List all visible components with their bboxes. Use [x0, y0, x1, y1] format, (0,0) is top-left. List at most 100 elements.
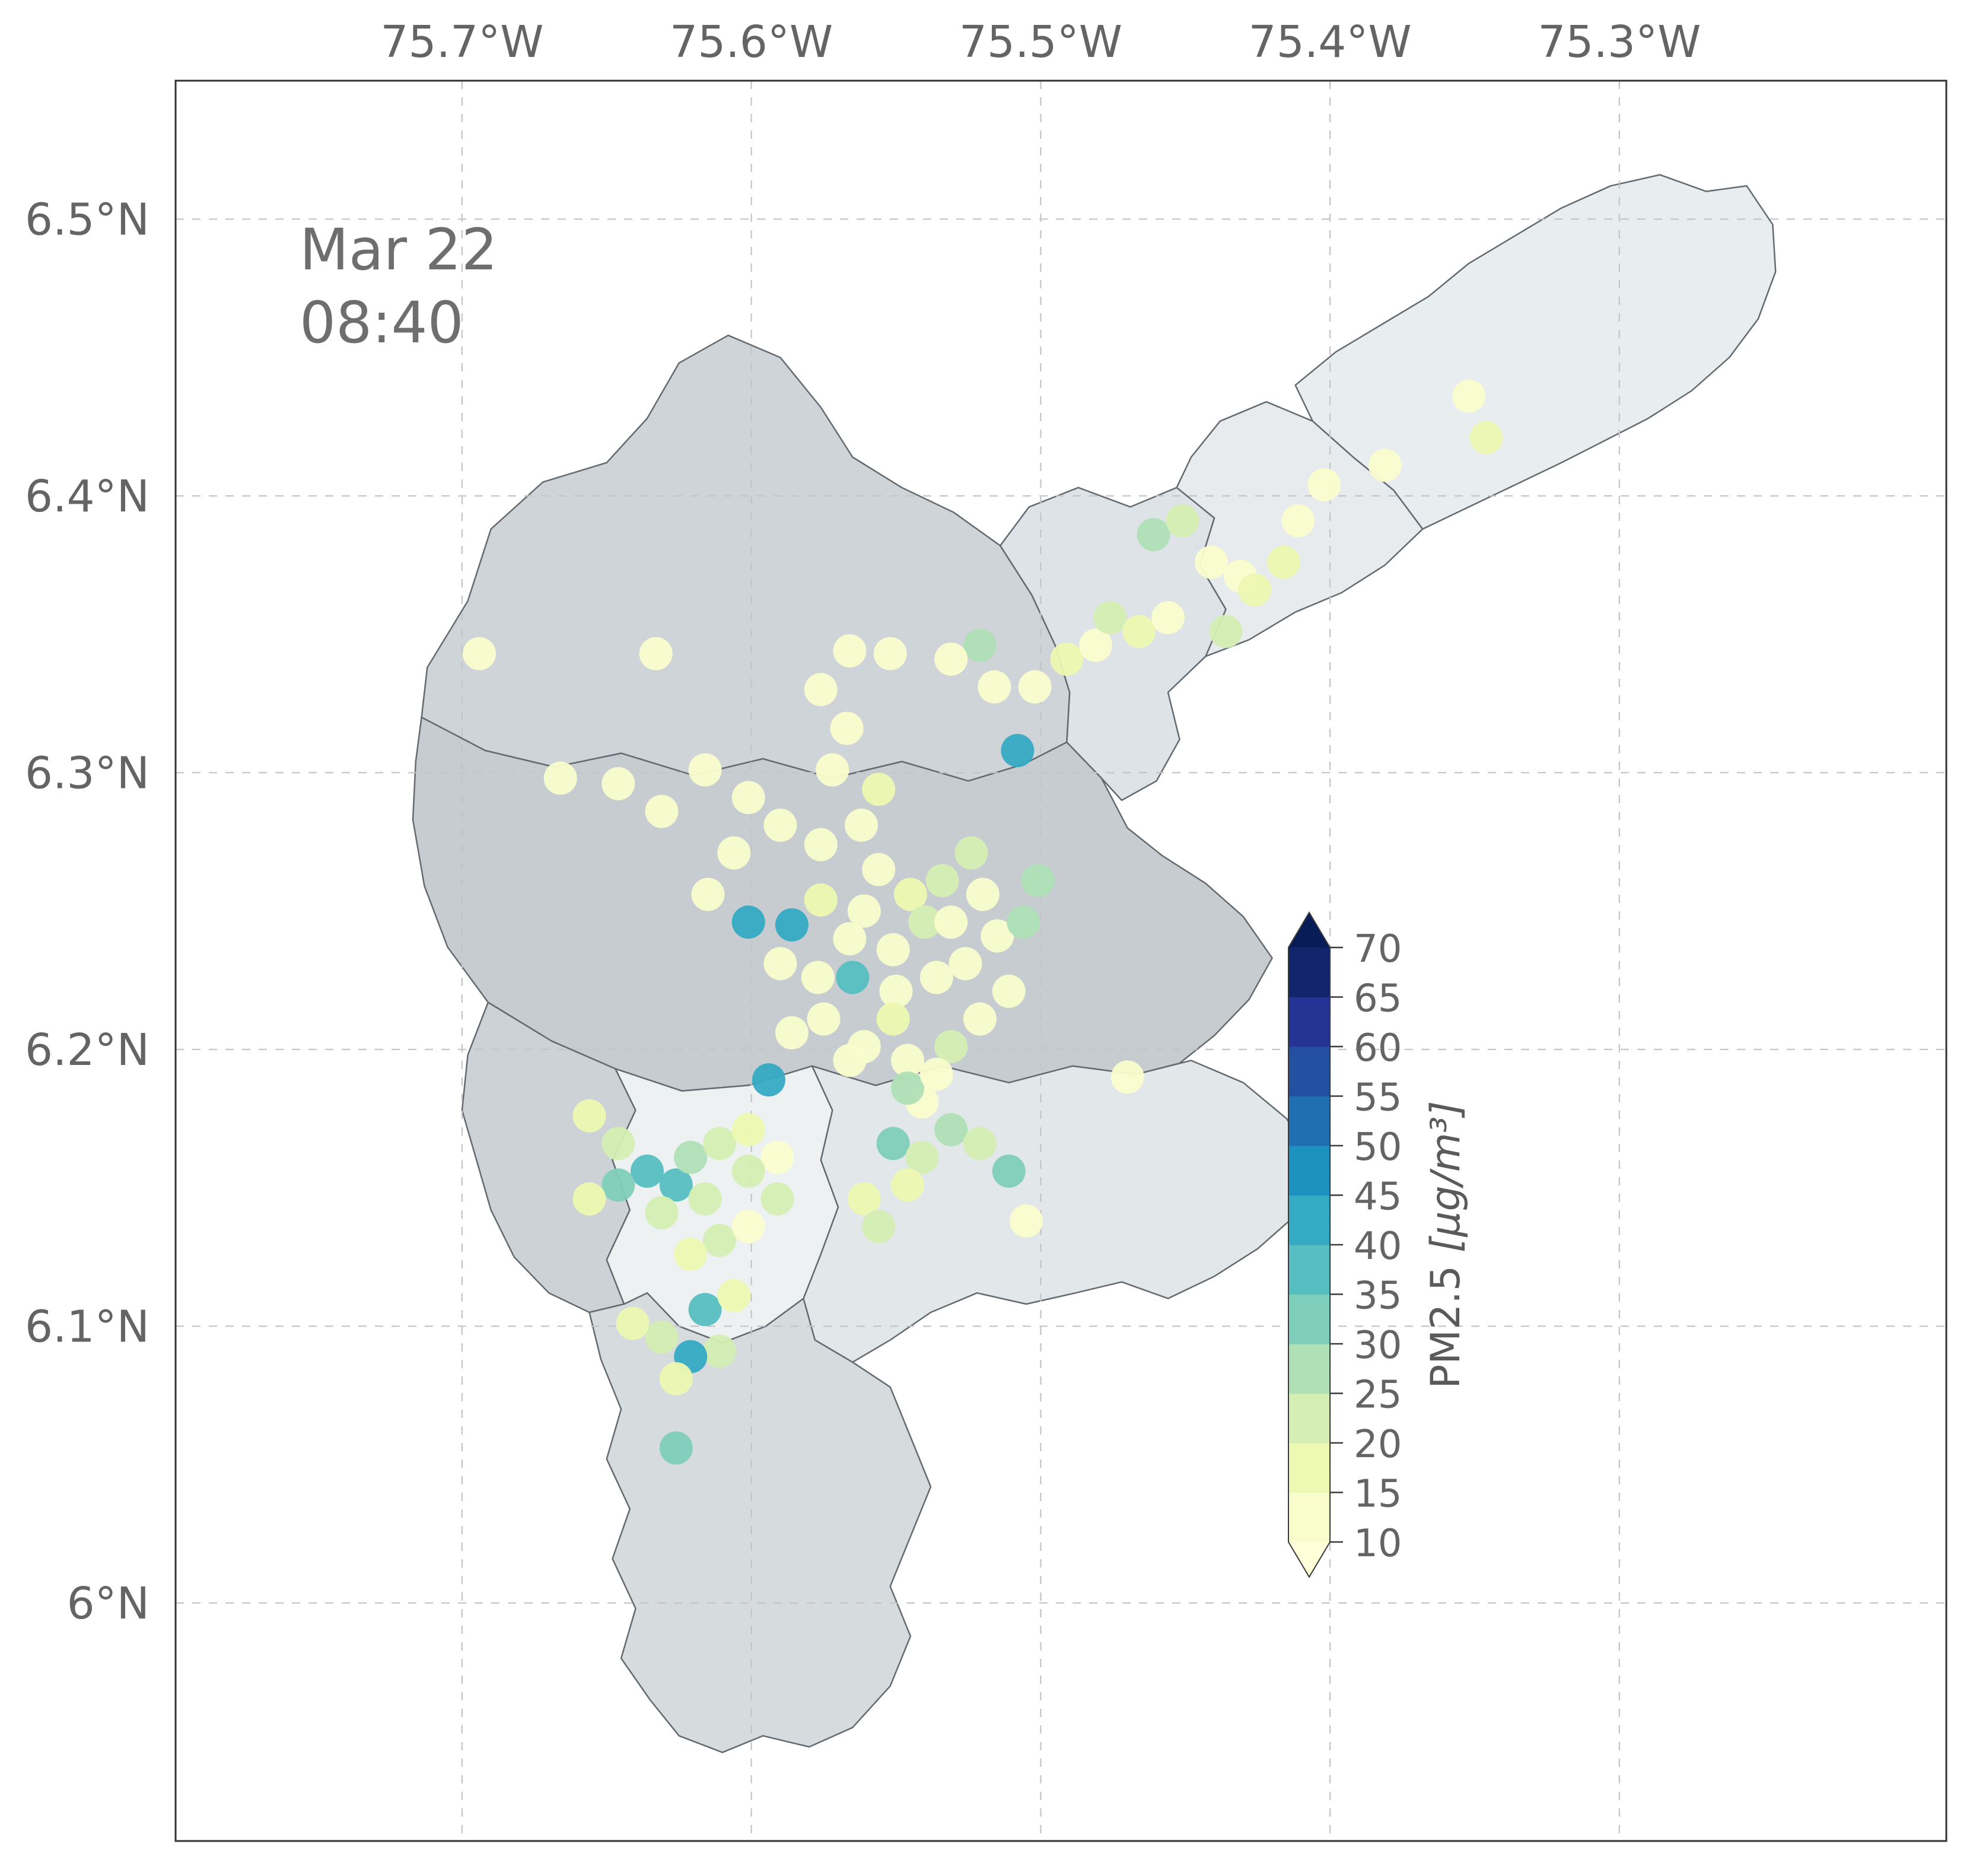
pm25-station-dot	[804, 883, 838, 917]
pm25-station-dot	[639, 637, 673, 670]
pm25-station-dot	[963, 1127, 997, 1160]
pm25-station-dot	[905, 1140, 939, 1174]
colorbar-band	[1288, 997, 1330, 1047]
colorbar-tick-label: 50	[1354, 1125, 1402, 1169]
x-tick-label: 75.4°W	[1249, 17, 1412, 68]
timestamp-time: 08:40	[300, 289, 464, 356]
pm25-station-dot	[862, 772, 896, 806]
colorbar-band	[1288, 1294, 1330, 1344]
colorbar-title: PM2.5 [μg/m³]	[1423, 1101, 1469, 1388]
colorbar-band	[1288, 1096, 1330, 1146]
pm25-station-dot	[934, 1030, 968, 1064]
pm25-station-dot	[949, 947, 982, 981]
pm25-station-dot	[616, 1306, 650, 1340]
colorbar-tick-label: 60	[1354, 1026, 1402, 1070]
pm25-station-dot	[572, 1182, 606, 1216]
colorbar-band	[1288, 1492, 1330, 1543]
pm25-station-dot	[645, 794, 679, 828]
pm25-station-dot	[966, 877, 1000, 911]
pm25-station-dot	[659, 1362, 693, 1395]
colorbar-tick-label: 55	[1354, 1076, 1402, 1120]
gridlines	[176, 81, 1946, 1841]
pm25-station-dot	[804, 828, 838, 861]
pm25-station-dot	[830, 711, 864, 745]
y-tick-label: 6°N	[67, 1578, 149, 1629]
pm25-station-dot	[891, 1071, 924, 1105]
pm25-station-dot	[763, 947, 797, 981]
region-bello	[421, 334, 1071, 782]
pm25-station-dot	[752, 1063, 785, 1097]
pm25-station-dot	[1137, 518, 1170, 552]
pm25-station-dot	[963, 628, 997, 662]
colorbar-band	[1288, 1047, 1330, 1097]
pm25-station-dot	[688, 1182, 722, 1216]
pm25-station-dot	[876, 933, 910, 966]
colorbar-band	[1288, 1443, 1330, 1493]
pm25-station-dot	[1267, 545, 1301, 579]
plot-frame	[174, 80, 1947, 1842]
colorbar-tick-label: 70	[1354, 927, 1402, 971]
pm25-station-dot	[645, 1196, 679, 1229]
pm25-station-dot	[572, 1099, 606, 1133]
pm25-station-dot	[703, 1223, 736, 1257]
pm25-station-dot	[804, 673, 838, 707]
pm25-station-dot	[845, 808, 878, 842]
pm25-station-dot	[992, 1155, 1026, 1188]
colorbar-tick-label: 65	[1354, 977, 1402, 1021]
pm25-station-dot	[717, 1279, 751, 1312]
pm25-station-dot	[908, 905, 942, 939]
colorbar: 10 15 20 25 30 35 40 45 50 55 60 65 70 PM2.5 [μg/m³]	[1288, 911, 1469, 1578]
pm25-station-dot	[1368, 449, 1402, 482]
pm25-station-dot	[602, 1127, 635, 1160]
pm25-station-dot	[691, 877, 725, 911]
pm25-station-dot	[659, 1431, 693, 1465]
colorbar-tick-label: 25	[1354, 1373, 1402, 1417]
pm25-station-dot	[847, 894, 881, 928]
pm25-station-dot	[674, 1238, 708, 1271]
pm25-station-dot	[1122, 615, 1156, 648]
pm25-station-dot	[891, 1044, 924, 1077]
colorbar-band	[1288, 1393, 1330, 1443]
pm25-station-dot	[731, 905, 765, 939]
pm25-station-dot	[463, 637, 497, 670]
pm25-station-dot	[731, 1155, 765, 1188]
pm25-station-dot	[688, 1293, 722, 1327]
pm25-station-dot	[775, 1016, 809, 1050]
colorbar-band	[1288, 1344, 1330, 1394]
colorbar-over-arrow	[1288, 912, 1330, 947]
x-tick-label: 75.7°W	[380, 17, 543, 68]
pm25-station-dot	[688, 753, 722, 787]
pm25-station-dot	[602, 767, 635, 800]
pm25-station-dot	[925, 864, 959, 898]
pm25-station-dot	[978, 670, 1011, 704]
colorbar-band	[1288, 1245, 1330, 1295]
pm25-station-dot	[1001, 734, 1035, 767]
x-tick-label: 75.5°W	[959, 17, 1122, 68]
pm25-station-dot	[1021, 864, 1055, 898]
pm25-station-dot	[1151, 601, 1185, 634]
pm25-station-dot	[1110, 1060, 1144, 1094]
pm25-station-dot	[919, 961, 953, 994]
colorbar-band	[1288, 1146, 1330, 1196]
pm25-stations	[463, 379, 1503, 1465]
pm25-station-dot	[775, 908, 809, 942]
pm25-station-dot	[981, 919, 1014, 953]
pm25-station-dot	[731, 1113, 765, 1147]
pm25-station-dot	[833, 634, 867, 667]
region-barbosa	[1294, 174, 1777, 530]
pm25-station-dot	[1166, 504, 1199, 538]
colorbar-band	[1288, 1195, 1330, 1245]
pm25-station-dot	[836, 961, 870, 994]
colorbar-tick-label: 40	[1354, 1225, 1402, 1268]
y-tick-label: 6.3°N	[25, 748, 149, 799]
pm25-station-dot	[645, 1321, 679, 1354]
pm25-station-dot	[1093, 601, 1127, 634]
pm25-station-dot	[717, 836, 751, 870]
pm25-station-dot	[659, 1168, 693, 1202]
pm25-station-dot	[1281, 504, 1315, 538]
pm25-station-dot	[807, 1002, 841, 1036]
pm25-station-dot	[731, 781, 765, 815]
colorbar-tick-label: 15	[1354, 1473, 1402, 1516]
